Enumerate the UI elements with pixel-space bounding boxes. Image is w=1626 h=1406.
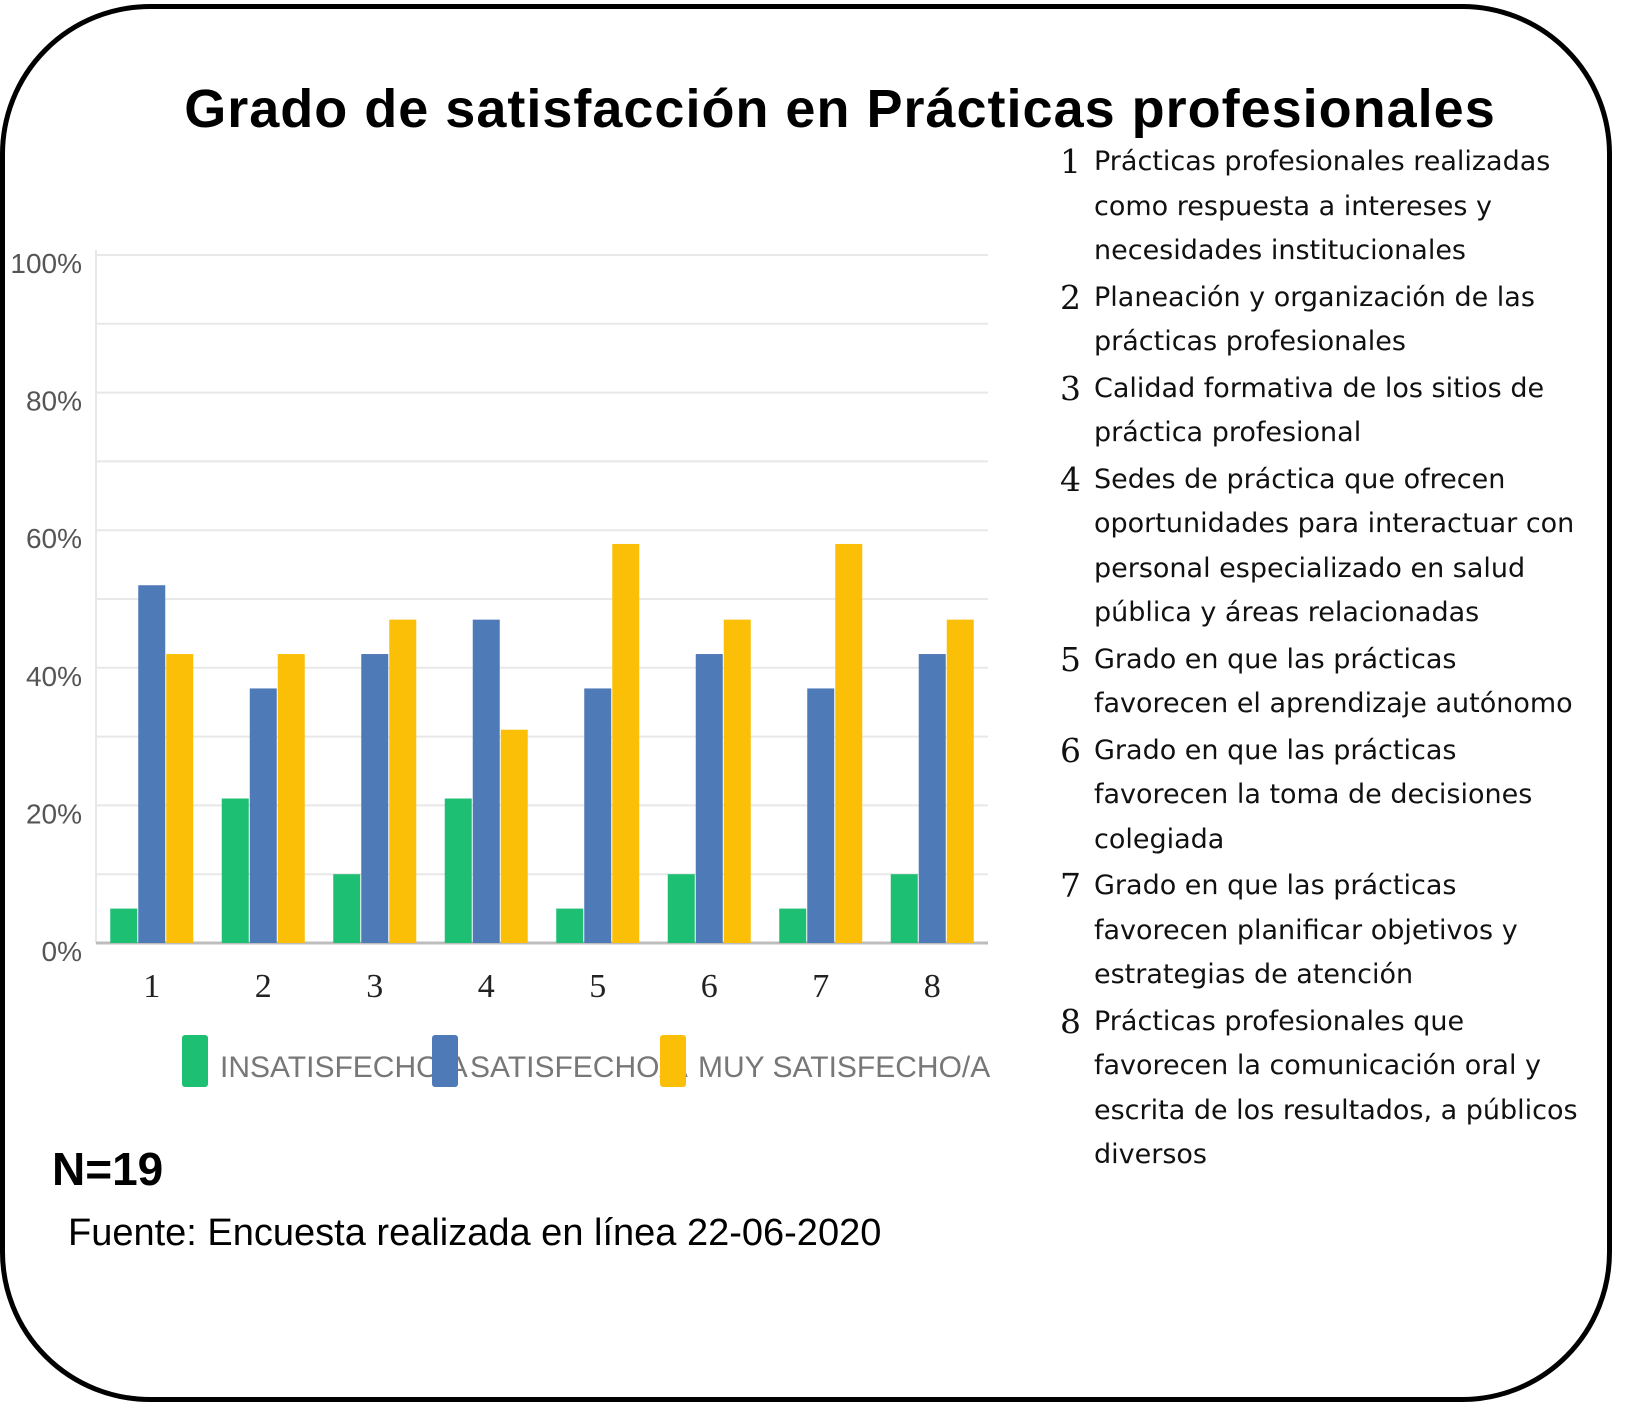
bar-3 [946, 619, 974, 943]
y-tick-label: 0% [42, 936, 82, 967]
bar-1 [333, 874, 361, 943]
bar-3 [612, 543, 640, 943]
bar-3 [723, 619, 751, 943]
category-note: 5 Grado en que las prácticas favorecen el… [1060, 638, 1580, 727]
x-tick-label: 6 [701, 968, 718, 1005]
source-note: Fuente: Encuesta realizada en línea 22-0… [68, 1212, 882, 1254]
note-number: 7 [1060, 866, 1081, 905]
x-tick-label: 2 [255, 968, 272, 1005]
bar-1 [667, 874, 695, 943]
note-text: Calidad formativa de los sitios de práct… [1094, 372, 1545, 449]
category-note: 4 Sedes de práctica que ofrecen oportunid… [1060, 458, 1580, 636]
note-text: Grado en que las prácticas favorecen la … [1094, 734, 1533, 855]
note-text: Prácticas profesionales realizadas como … [1094, 146, 1551, 266]
bar-1 [110, 908, 138, 943]
bar-2 [584, 688, 612, 943]
category-note: 2 Planeación y organización de las prácti… [1060, 276, 1580, 365]
x-tick-label: 7 [812, 968, 829, 1005]
legend-label: SATISFECHO/A [470, 1051, 688, 1084]
category-note: 1 Prácticas profesionales realizadas como… [1060, 140, 1580, 274]
bar-1 [444, 798, 472, 943]
bar-1 [890, 874, 918, 943]
y-tick-label: 80% [26, 386, 82, 417]
x-tick-label: 1 [143, 968, 160, 1005]
note-number: 3 [1060, 368, 1081, 408]
bar-1 [556, 908, 584, 943]
x-tick-label: 8 [924, 968, 941, 1005]
legend-label: INSATISFECHO/A [220, 1051, 468, 1084]
y-tick-label: 20% [26, 798, 82, 829]
note-text: Grado en que las prácticas favorecen el … [1094, 643, 1573, 720]
category-notes-list: 1 Prácticas profesionales realizadas como… [1060, 140, 1580, 1180]
bar-2 [361, 654, 389, 943]
bar-2 [695, 654, 723, 943]
category-note: 7 Grado en que las prácticas favorecen pl… [1060, 864, 1580, 998]
note-number: 5 [1060, 639, 1081, 679]
note-number: 6 [1060, 730, 1081, 770]
chart-title: Grado de satisfacción en Prácticas profe… [184, 79, 1496, 139]
note-number: 4 [1060, 459, 1081, 499]
note-text: Prácticas profesionales que favorecen la… [1094, 1005, 1578, 1171]
legend-label: MUY SATISFECHO/A [698, 1051, 990, 1084]
category-note: 8 Prácticas profesionales que favorecen l… [1060, 1000, 1580, 1178]
category-note: 3 Calidad formativa de los sitios de prác… [1060, 367, 1580, 456]
y-tick-label: 100% [10, 248, 82, 279]
note-text: Sedes de práctica que ofrecen oportunida… [1094, 463, 1575, 629]
note-number: 2 [1060, 277, 1081, 317]
y-tick-label: 60% [26, 523, 82, 554]
legend-swatch [182, 1035, 208, 1087]
x-tick-label: 4 [478, 968, 495, 1005]
sample-size-label: N=19 [52, 1143, 164, 1195]
bar-1 [779, 908, 807, 943]
x-tick-label: 5 [589, 968, 606, 1005]
category-note: 6 Grado en que las prácticas favorecen la… [1060, 729, 1580, 863]
bar-1 [221, 798, 249, 943]
bar-3 [166, 654, 194, 943]
x-tick-label: 3 [366, 968, 383, 1005]
y-tick-label: 40% [26, 661, 82, 692]
note-number: 8 [1060, 1001, 1081, 1041]
note-text: Grado en que las prácticas favorecen pla… [1094, 870, 1518, 990]
bar-2 [807, 688, 835, 943]
bar-3 [500, 729, 528, 943]
bar-3 [835, 543, 863, 943]
legend-swatch [432, 1035, 458, 1087]
legend-swatch [660, 1035, 686, 1087]
bar-3 [389, 619, 417, 943]
bar-2 [472, 619, 500, 943]
bar-2 [249, 688, 277, 943]
bar-3 [277, 654, 305, 943]
bar-2 [918, 654, 946, 943]
note-number: 1 [1060, 142, 1081, 181]
bar-2 [138, 585, 166, 943]
note-text: Planeación y organización de las práctic… [1094, 281, 1535, 358]
